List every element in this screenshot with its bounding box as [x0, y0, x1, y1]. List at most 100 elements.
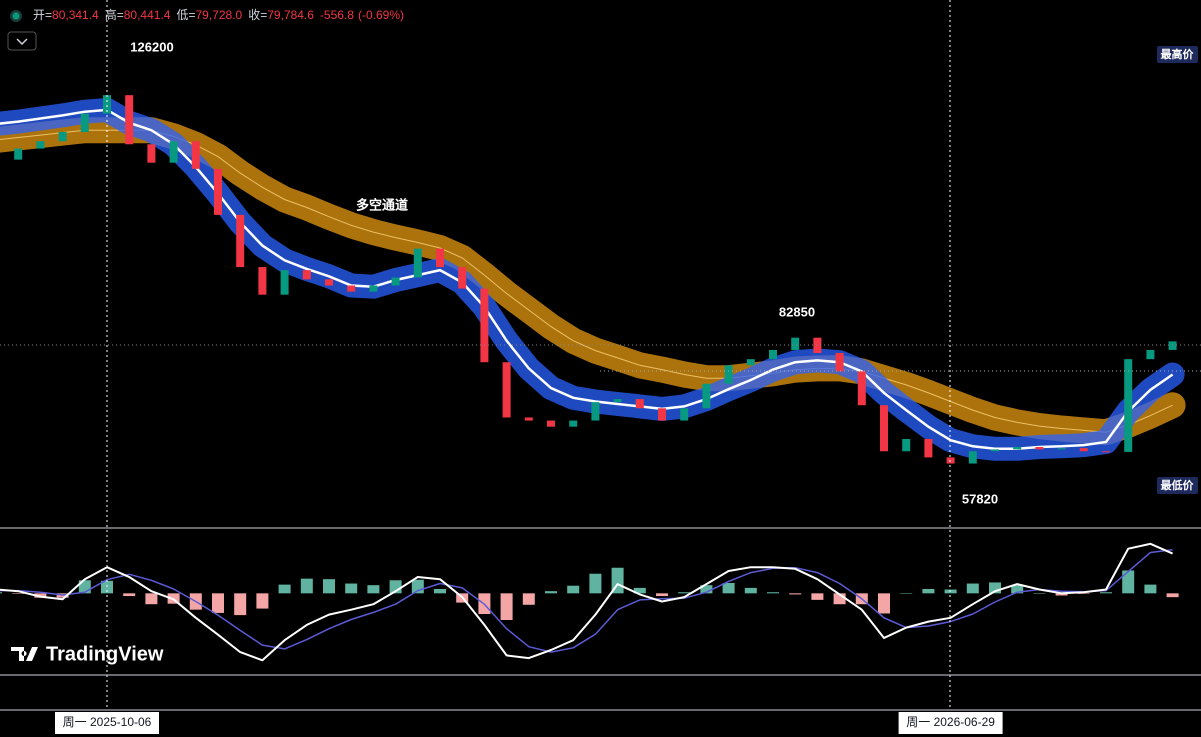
- date-label: 周一 2025-10-06: [63, 715, 152, 729]
- candle-body: [968, 451, 977, 464]
- candle-body: [147, 144, 156, 163]
- collapse-button[interactable]: [7, 31, 37, 51]
- histogram-bar: [434, 588, 446, 594]
- histogram-bar: [278, 584, 291, 594]
- change-pct: (-0.69%): [358, 8, 404, 22]
- candle-body: [1057, 448, 1066, 450]
- candle-body: [14, 148, 23, 160]
- label: 收=: [248, 8, 267, 22]
- histogram-bar: [500, 593, 513, 621]
- candle-body: [835, 353, 844, 372]
- signal-line: [0, 549, 1173, 653]
- candle-body: [258, 267, 267, 295]
- candle-body: [1124, 359, 1133, 452]
- price-tag: [1157, 477, 1198, 494]
- candle-body: [613, 399, 622, 403]
- histogram-bar: [12, 593, 25, 594]
- candle-body: [857, 371, 866, 406]
- histogram-bar: [633, 587, 646, 594]
- price-tag: [1157, 46, 1198, 63]
- histogram-bar: [0, 592, 2, 594]
- histogram-bar: [900, 593, 913, 594]
- candle-body: [524, 417, 533, 421]
- mid-peak-label: 82850: [779, 304, 815, 319]
- candle-body: [1035, 446, 1044, 450]
- candle-body: [169, 141, 178, 163]
- candle-body: [680, 408, 689, 421]
- candle-body: [813, 337, 822, 354]
- candle-body: [103, 95, 111, 114]
- histogram-bar: [1122, 570, 1135, 594]
- candle-body: [1079, 448, 1088, 452]
- candle-body: [125, 95, 134, 145]
- value: 80,441.4: [124, 8, 171, 22]
- date-label: 周一 2026-06-29: [906, 715, 995, 729]
- candle-body: [236, 214, 245, 268]
- candle-body: [591, 402, 600, 421]
- histogram-bar: [789, 593, 802, 595]
- candle-body: [436, 248, 444, 268]
- candle-body: [702, 383, 711, 409]
- candle-body: [413, 248, 422, 278]
- candle-body: [214, 168, 222, 215]
- histogram-bar: [567, 585, 580, 594]
- candle-body: [458, 267, 467, 289]
- histogram-bar: [656, 593, 668, 597]
- histogram-bar: [722, 582, 735, 594]
- macd-line: [0, 542, 1174, 662]
- candle-body: [635, 399, 644, 409]
- date-box: [55, 712, 159, 734]
- histogram-bar: [345, 583, 358, 594]
- histogram-bar: [1011, 585, 1024, 594]
- status-dot: [12, 12, 20, 20]
- value: 79,784.6: [267, 8, 314, 22]
- histogram-bar: [811, 593, 824, 600]
- candle-body: [480, 288, 489, 363]
- chevron-icon[interactable]: [16, 38, 28, 46]
- logo: TradingView: [11, 643, 164, 665]
- logo-icon: [11, 647, 38, 661]
- candle-body: [502, 362, 511, 418]
- histogram-bar: [34, 593, 47, 598]
- ohlc-header: 开=80,341.4 高=80,441.4 低=79,728.0 收=79,784.6…: [33, 7, 404, 22]
- candle-body: [1013, 446, 1022, 450]
- candle-body: [569, 420, 578, 427]
- histogram-bar: [1144, 584, 1157, 594]
- peak-label: 126200: [130, 39, 173, 54]
- histogram-bar: [989, 582, 1001, 594]
- candle-body: [1168, 341, 1177, 350]
- candle-body: [1146, 349, 1155, 360]
- candle-body: [36, 141, 45, 149]
- channel-label: 多空通道: [356, 197, 408, 212]
- histogram-bar: [522, 593, 535, 605]
- candle-body: [991, 449, 999, 452]
- low-price-tag: 最低价: [1161, 478, 1195, 492]
- button-frame[interactable]: [7, 31, 37, 51]
- histogram-bar: [767, 592, 779, 594]
- change: -556.8: [320, 8, 354, 22]
- trough-label: 57820: [962, 491, 998, 506]
- date-box: [898, 712, 1003, 734]
- time-axis: 周一 2025-10-06 周一 2026-06-29: [55, 712, 1003, 734]
- histogram-bar: [922, 588, 935, 594]
- histogram-bar: [678, 592, 691, 594]
- histogram-bar: [323, 579, 335, 594]
- candle-body: [769, 349, 777, 360]
- histogram-bar: [101, 580, 113, 594]
- candle-body: [746, 359, 755, 366]
- histogram-bar: [256, 593, 269, 609]
- price-pane: [0, 95, 1186, 464]
- histogram-bar: [212, 593, 224, 613]
- macd-pane: [0, 542, 1179, 662]
- candle-body: [924, 438, 933, 458]
- candle-body: [902, 438, 911, 452]
- candle-body: [391, 277, 400, 286]
- histogram-bar: [878, 593, 890, 614]
- histogram-bar: [1033, 593, 1046, 594]
- histogram-bar: [367, 585, 380, 594]
- candle-body: [280, 270, 289, 295]
- candle-body: [369, 285, 378, 292]
- candle-body: [946, 457, 955, 464]
